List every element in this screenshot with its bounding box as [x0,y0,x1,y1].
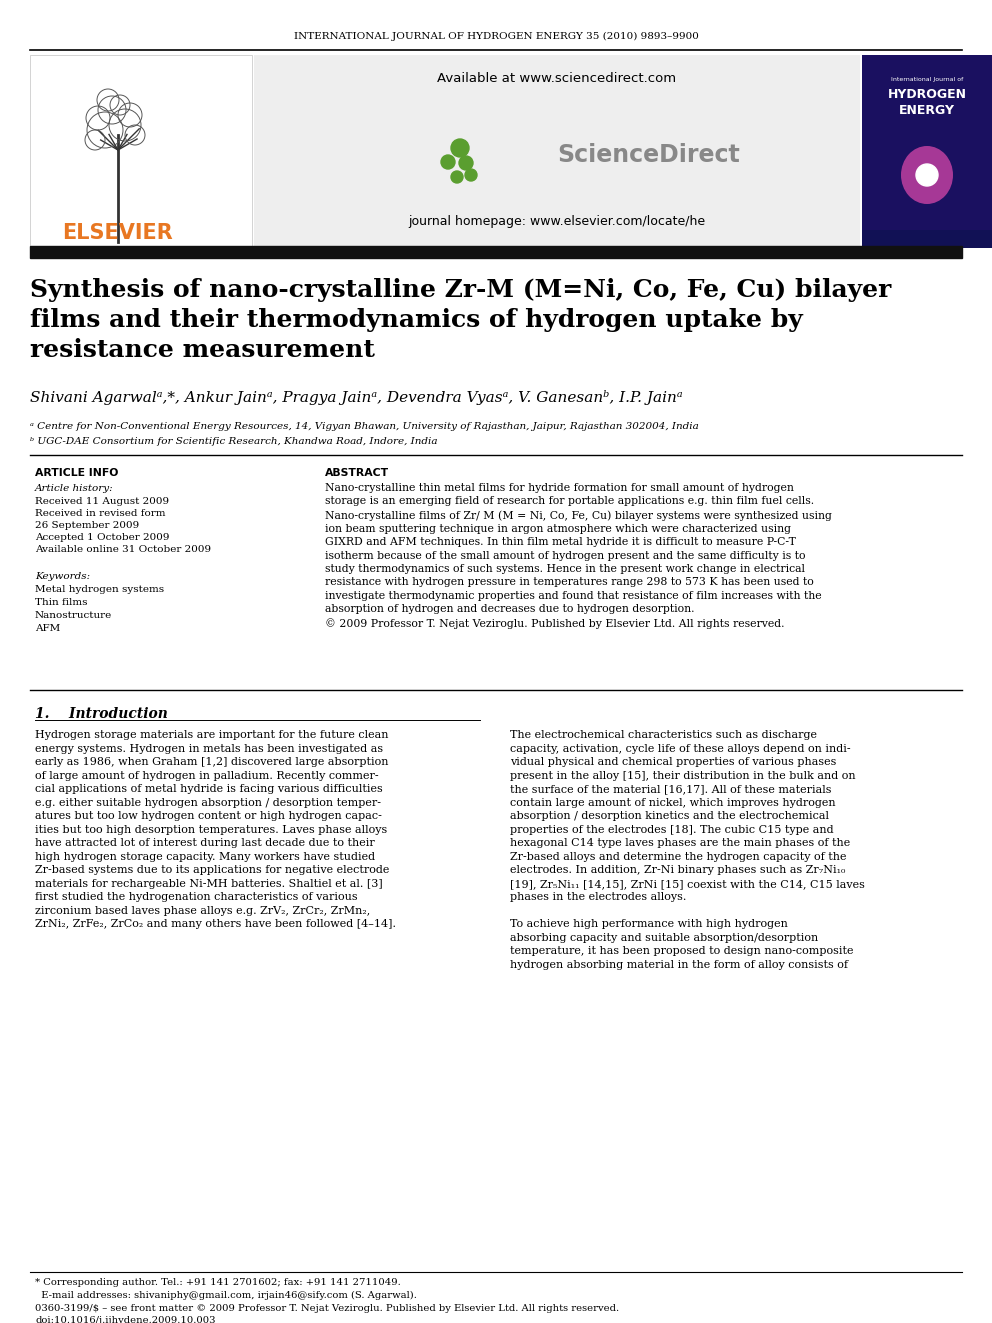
Text: Thin films: Thin films [35,598,87,607]
Text: Metal hydrogen systems: Metal hydrogen systems [35,585,164,594]
Circle shape [465,169,477,181]
Text: Keywords:: Keywords: [35,572,90,581]
Text: Article history:: Article history: [35,484,114,493]
Bar [30,56,252,247]
Text: ScienceDirect: ScienceDirect [557,143,740,167]
Text: ARTICLE INFO: ARTICLE INFO [35,468,118,478]
Text: HYDROGEN: HYDROGEN [888,89,966,102]
Bar [254,56,860,247]
Circle shape [459,156,473,169]
Text: Shivani Agarwalᵃ,*, Ankur Jainᵃ, Pragya Jainᵃ, Devendra Vyasᵃ, V. Ganesanᵇ, I.P.: Shivani Agarwalᵃ,*, Ankur Jainᵃ, Pragya … [30,390,682,405]
Circle shape [451,171,463,183]
Text: Nanostructure: Nanostructure [35,611,112,620]
Bar [862,230,992,247]
Text: Available at www.sciencedirect.com: Available at www.sciencedirect.com [437,71,677,85]
Text: ABSTRACT: ABSTRACT [325,468,389,478]
Text: Nano-crystalline thin metal films for hydride formation for small amount of hydr: Nano-crystalline thin metal films for hy… [325,483,832,628]
Text: International Journal of: International Journal of [891,78,963,82]
Text: E-mail addresses: shivaniphy@gmail.com, irjain46@sify.com (S. Agarwal).: E-mail addresses: shivaniphy@gmail.com, … [35,1291,417,1301]
Ellipse shape [901,146,953,204]
Text: Available online 31 October 2009: Available online 31 October 2009 [35,545,211,554]
Text: ᵃ Centre for Non-Conventional Energy Resources, 14, Vigyan Bhawan, University of: ᵃ Centre for Non-Conventional Energy Res… [30,422,698,431]
Text: Hydrogen storage materials are important for the future clean
energy systems. Hy: Hydrogen storage materials are important… [35,730,396,929]
Bar [862,56,992,247]
Text: Synthesis of nano-crystalline Zr-M (M=Ni, Co, Fe, Cu) bilayer: Synthesis of nano-crystalline Zr-M (M=Ni… [30,278,891,302]
Text: ᵇ UGC-DAE Consortium for Scientific Research, Khandwa Road, Indore, India: ᵇ UGC-DAE Consortium for Scientific Rese… [30,437,437,446]
Text: Received in revised form: Received in revised form [35,509,166,519]
Text: 1.    Introduction: 1. Introduction [35,706,168,721]
Text: ENERGY: ENERGY [899,103,955,116]
Text: ELSEVIER: ELSEVIER [62,224,174,243]
Text: resistance measurement: resistance measurement [30,337,375,363]
Text: AFM: AFM [35,624,61,632]
Text: 0360-3199/$ – see front matter © 2009 Professor T. Nejat Veziroglu. Published by: 0360-3199/$ – see front matter © 2009 Pr… [35,1304,619,1312]
Text: films and their thermodynamics of hydrogen uptake by: films and their thermodynamics of hydrog… [30,308,803,332]
Text: Accepted 1 October 2009: Accepted 1 October 2009 [35,533,170,542]
Circle shape [451,139,469,157]
Text: The electrochemical characteristics such as discharge
capacity, activation, cycl: The electrochemical characteristics such… [510,730,865,970]
Text: journal homepage: www.elsevier.com/locate/he: journal homepage: www.elsevier.com/locat… [409,216,705,229]
Text: 26 September 2009: 26 September 2009 [35,521,139,531]
Text: INTERNATIONAL JOURNAL OF HYDROGEN ENERGY 35 (2010) 9893–9900: INTERNATIONAL JOURNAL OF HYDROGEN ENERGY… [294,32,698,41]
Text: * Corresponding author. Tel.: +91 141 2701602; fax: +91 141 2711049.: * Corresponding author. Tel.: +91 141 27… [35,1278,401,1287]
Text: Received 11 August 2009: Received 11 August 2009 [35,497,169,505]
Circle shape [916,164,938,187]
Bar [30,246,962,258]
Circle shape [441,155,455,169]
Text: doi:10.1016/j.ijhydene.2009.10.003: doi:10.1016/j.ijhydene.2009.10.003 [35,1316,215,1323]
